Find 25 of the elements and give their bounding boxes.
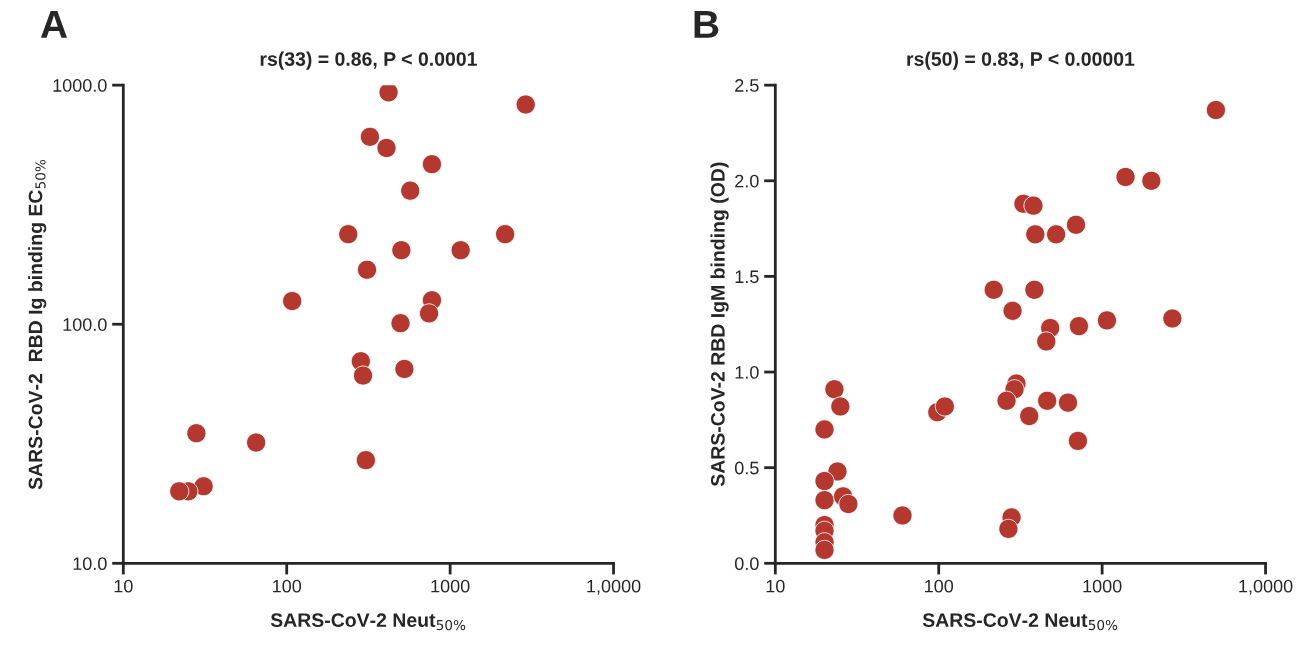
y-tick-label: 0.5 [734,461,759,475]
x-tick-label: 100 [925,579,954,593]
y-axis-title: SARS-CoV-2 RBD IgM binding (OD) [710,162,729,487]
y-tick-label: 1.0 [735,365,759,379]
chart-title: rs(33) = 0.86, P < 0.0001 [260,51,477,70]
x-tick-label: 100 [273,579,302,593]
x-tick-label: 1,0000 [1239,579,1293,595]
y-tick-label: 100.0 [63,318,107,331]
y-tick-label: 10.0 [73,557,107,571]
x-tick-label: 1,0000 [587,579,641,595]
y-tick-label: 2.0 [735,174,759,188]
y-tick-label: 1.5 [735,270,759,284]
text: B [694,11,719,38]
x-axis-title: SARS-CoV-2 Neut$_{50%}$ [922,613,1118,631]
x-tick-label: 1000 [1083,579,1122,593]
text: A [40,11,68,38]
y-tick-label: 0.0 [734,557,759,571]
y-tick-label: 2.5 [735,79,759,92]
x-axis-title: SARS-CoV-2 Neut$_{50%}$ [270,613,466,631]
y-tick-label: 1000.0 [53,79,107,92]
chart-title: rs(50) = 0.83, P < 0.00001 [907,51,1135,70]
y-axis-title: SARS-CoV-2 RBD Ig binding EC$_{50%}$ [28,159,47,490]
x-tick-label: 1000 [431,579,470,593]
x-tick-label: 10 [114,579,133,593]
x-tick-label: 10 [766,579,785,593]
